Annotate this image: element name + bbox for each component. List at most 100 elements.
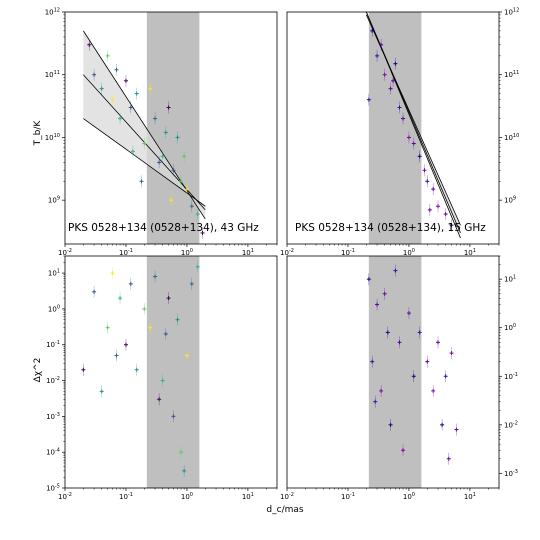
y-tick-label: 10-3: [46, 412, 60, 421]
data-point: [81, 363, 86, 376]
shaded-region: [146, 256, 200, 488]
x-tick-label: 100: [181, 492, 193, 501]
data-point: [388, 418, 393, 431]
ylabel-top: T_b/K: [33, 120, 43, 147]
data-point: [118, 112, 123, 125]
data-point: [422, 164, 427, 177]
panel-top_right: 10-2 10-1 100 101 109 1010 1011 1012: [280, 8, 519, 258]
xlabel: d_c/mas: [266, 505, 303, 515]
data-point: [195, 260, 200, 273]
y-tick-label: 1010: [45, 133, 60, 142]
axes-frame: [286, 11, 500, 245]
data-point: [382, 287, 387, 300]
data-point: [128, 277, 133, 290]
x-tick-label: 100: [181, 248, 193, 257]
x-tick-label: 100: [403, 492, 415, 501]
shaded-region: [146, 12, 200, 244]
data-point: [200, 226, 205, 239]
data-point: [142, 302, 147, 315]
y-tick-label: 10-4: [46, 448, 60, 457]
ylabel-bottom: Δχ^2: [33, 358, 43, 383]
data-point: [179, 446, 184, 459]
data-point: [166, 292, 171, 305]
data-point: [446, 452, 451, 465]
data-point: [417, 326, 422, 339]
data-point: [114, 63, 119, 76]
data-point: [417, 150, 422, 163]
x-tick-label: 10-2: [280, 248, 294, 257]
y-tick-label: 10-1: [46, 340, 60, 349]
x-tick-label: 101: [242, 248, 254, 257]
data-point: [401, 112, 406, 125]
data-point: [449, 219, 454, 232]
y-tick-label: 10-3: [504, 469, 518, 478]
data-point: [160, 374, 165, 387]
data-point: [436, 200, 441, 213]
data-point: [427, 203, 432, 216]
data-point: [148, 82, 153, 95]
y-tick-label: 1011: [504, 70, 519, 79]
y-tick-label: 101: [504, 275, 516, 284]
y-tick-label: 1011: [45, 70, 60, 79]
x-tick-label: 10-1: [119, 492, 133, 501]
data-point: [169, 194, 174, 207]
y-tick-label: 10-2: [504, 420, 518, 429]
data-point: [449, 347, 454, 360]
y-tick-label: 1012: [504, 8, 519, 17]
y-tick-label: 109: [48, 196, 60, 205]
data-point: [443, 370, 448, 383]
data-point: [153, 270, 158, 283]
data-point: [454, 423, 459, 436]
data-point: [401, 444, 406, 457]
data-point: [157, 393, 162, 406]
panel-bottom_left: 10-2 10-1 100 101 10-5 10-4 10-3 10-2 10-1 100 101: [46, 255, 278, 501]
data-point: [397, 336, 402, 349]
panel-bottom_right: 10-2 10-1 100 101 10-3 10-2 10-1 100 101: [280, 255, 518, 501]
shaded-region: [368, 12, 422, 244]
data-point: [118, 292, 123, 305]
data-point: [134, 87, 139, 100]
axes-frame: [286, 255, 500, 489]
data-point: [134, 363, 139, 376]
data-point: [160, 150, 165, 163]
data-point: [163, 126, 168, 139]
x-tick-label: 101: [242, 492, 254, 501]
data-point: [128, 101, 133, 114]
data-point: [411, 137, 416, 150]
data-point: [105, 321, 110, 334]
data-point: [425, 355, 430, 368]
data-point: [110, 267, 115, 280]
shaded-region: [368, 256, 422, 488]
data-point: [189, 200, 194, 213]
fit-line: [83, 118, 206, 207]
y-tick-label: 109: [504, 196, 516, 205]
data-point: [375, 49, 380, 62]
data-point: [391, 74, 396, 87]
y-tick-label: 1010: [504, 133, 519, 142]
x-tick-label: 10-2: [280, 492, 294, 501]
data-point: [142, 137, 147, 150]
panel-label-top-left: PKS 0528+134 (0528+134), 43 GHz: [68, 222, 259, 234]
data-point: [388, 82, 393, 95]
data-point: [166, 101, 171, 114]
data-point: [99, 82, 104, 95]
data-point: [171, 164, 176, 177]
data-point: [370, 355, 375, 368]
plot-area-bottom_right: [366, 256, 459, 488]
data-point: [171, 410, 176, 423]
data-point: [425, 175, 430, 188]
data-point: [175, 131, 180, 144]
data-point: [406, 131, 411, 144]
data-point: [105, 49, 110, 62]
data-point: [123, 338, 128, 351]
data-point: [157, 156, 162, 169]
data-point: [366, 273, 371, 286]
data-point: [393, 264, 398, 277]
y-tick-label: 1012: [45, 8, 60, 17]
data-point: [379, 38, 384, 51]
data-point: [195, 208, 200, 221]
data-point: [379, 384, 384, 397]
data-point: [148, 321, 153, 334]
data-point: [431, 384, 436, 397]
